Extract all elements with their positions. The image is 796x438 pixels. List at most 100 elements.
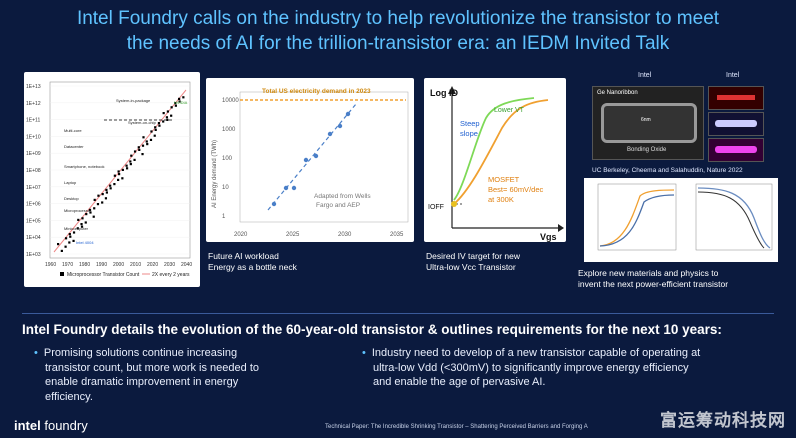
energy-xtick: 2035 (390, 232, 404, 238)
transistor-count-point (92, 215, 95, 218)
scale-label: 6nm (641, 117, 651, 123)
energy-ytick: 1000 (222, 127, 236, 133)
transistor-count-point (178, 100, 181, 103)
energy-xtick: 2020 (234, 232, 248, 238)
energy-banner: Total US electricity demand in 2023 (262, 88, 371, 95)
energy-note-2: Fargo and AEP (316, 202, 360, 209)
transistor-count-point (101, 193, 104, 196)
details-heading: Intel Foundry details the evolution of t… (22, 322, 722, 337)
moore-ytick: 1E+10 (26, 134, 41, 140)
eds-images (708, 86, 764, 162)
bullet-right-line-1: Industry need to develop of a new transi… (371, 347, 701, 359)
transistor-count-point (64, 237, 68, 240)
bullet-left-line-4: efficiency. (45, 390, 93, 403)
bullet-left-line-1: Promising solutions continue increasing (43, 347, 238, 359)
energy-caption-2: Energy as a bottle neck (208, 262, 297, 272)
transistor-count-point (178, 97, 181, 100)
energy-point (327, 131, 333, 137)
transistor-count-point (117, 170, 120, 173)
moore-ytick: 1E+12 (26, 101, 41, 107)
moore-xtick: 1960 (45, 262, 56, 268)
moore-ytick: 1E+09 (26, 151, 41, 157)
energy-ylabel: AI Energy demand (TWh) (212, 140, 218, 208)
iv-mosfet-1: MOSFET (488, 175, 520, 184)
transistor-count-point (118, 173, 121, 176)
transistor-count-point (170, 114, 173, 117)
watermark: 富运筹动科技网 (660, 411, 786, 430)
energy-note-1: Adapted from Wells (314, 193, 371, 200)
transistor-count-point (130, 154, 133, 157)
moore-ytick: 1E+05 (26, 218, 41, 224)
title-line-2: the needs of AI for the trillion-transis… (126, 33, 670, 54)
transistor-count-point (105, 191, 108, 194)
moore-law-svg: 1E+13 1E+12 1E+11 1E+10 1E+09 1E+08 1E+07 1E+06… (26, 81, 192, 278)
moore-xtick: 2040 (181, 262, 192, 268)
iv-steep-1: Steep (460, 119, 480, 128)
transistor-count-point (113, 183, 116, 186)
transistor-count-point (81, 217, 84, 220)
transistor-count-point (101, 201, 104, 204)
energy-point (291, 185, 297, 191)
bonding-label: Bonding Oxide (627, 147, 667, 153)
transistor-count-point (85, 213, 88, 216)
bullet-right: • Industry need to develop of a new trans… (362, 346, 782, 390)
transistor-count-point (137, 146, 140, 149)
transistor-count-point (109, 187, 112, 190)
moore-annotation: Desktop (64, 196, 79, 201)
transistor-count-point (133, 158, 136, 161)
transistor-count-point (121, 177, 124, 180)
iv-caption-2: Ultra-low Vcc Transistor (426, 262, 516, 272)
transistor-count-point (60, 249, 63, 252)
iv-ylabel: Log ID (430, 88, 458, 98)
iv-lower-vt: Lower VT (494, 107, 525, 114)
moore-xtick: 1980 (79, 262, 90, 268)
intel-label-right: Intel (726, 72, 740, 79)
energy-ytick: 10 (222, 185, 229, 191)
capacitance-plots (584, 178, 778, 262)
transistor-count-point (80, 223, 83, 226)
footer-note: Technical Paper: The Incredible Shrinkin… (325, 424, 588, 430)
energy-caption-1: Future AI workload (208, 251, 279, 261)
transistor-count-point (88, 208, 92, 211)
transistor-count-point (80, 225, 84, 228)
transistor-count-point (146, 143, 149, 146)
materials-caption: Explore new materials and physics to inv… (578, 268, 728, 290)
energy-point (337, 123, 343, 129)
transistor-count-point (96, 203, 100, 206)
moore-annotation: Minicomputer (64, 226, 89, 231)
transistor-count-point (142, 136, 145, 139)
nanoribbon-label: Ge Nanoribbon (597, 90, 638, 96)
transistor-count-point (105, 188, 108, 191)
transistor-count-point (166, 118, 169, 121)
energy-point (283, 185, 289, 191)
moore-annotation: NVIDIA (174, 100, 188, 105)
iv-mosfet-2: Best= 60mV/dec (488, 185, 543, 194)
moore-annotation: Microprocessor (64, 208, 92, 213)
moore-xtick: 2010 (130, 262, 141, 268)
materials-caption-2: invent the next power-efficient transist… (578, 279, 729, 289)
transistor-count-point (154, 128, 157, 131)
iv-caption: Desired IV target for new Ultra-low Vcc … (426, 251, 520, 273)
logo-foundry: foundry (44, 418, 88, 433)
transistor-count-point (170, 106, 173, 109)
iv-mosfet-3: at 300K (488, 195, 514, 204)
slide-title: Intel Foundry calls on the industry to h… (0, 6, 796, 56)
transistor-count-point (138, 148, 141, 151)
transistor-count-point (113, 174, 116, 177)
moore-xtick: 2030 (164, 262, 175, 268)
moore-xtick: 1970 (62, 262, 73, 268)
transistor-count-point (154, 126, 157, 129)
legend-trend: 2X every 2 years (152, 272, 190, 278)
energy-point (271, 201, 277, 207)
trend-line (53, 89, 187, 253)
transistor-count-point (150, 130, 153, 133)
transistor-count-point (162, 112, 165, 115)
transistor-count-point (64, 245, 67, 248)
moore-ytick: 1E+03 (26, 252, 41, 258)
logo-intel: intel (14, 418, 41, 433)
title-line-1: Intel Foundry calls on the industry to h… (76, 8, 720, 29)
iv-caption-1: Desired IV target for new (426, 251, 521, 261)
transistor-count-point (129, 163, 132, 166)
bullet-left-line-2: transistor count, but more work is neede… (45, 361, 259, 374)
bullet-dot-left: • (34, 347, 38, 359)
